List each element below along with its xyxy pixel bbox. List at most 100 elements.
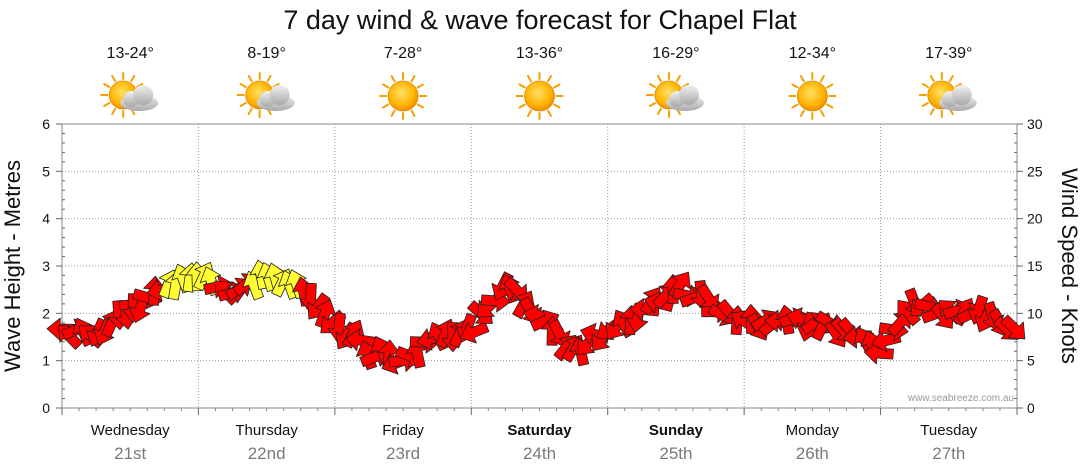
left-tick-label: 0 — [42, 400, 50, 416]
sun-ray — [929, 107, 935, 116]
sun-ray — [136, 83, 144, 88]
right-axis-label: Wind Speed - Knots — [1057, 168, 1080, 364]
temperature-range: 12-34° — [789, 45, 836, 62]
right-tick-label: 25 — [1027, 163, 1043, 179]
partly-cloudy-icon — [236, 72, 295, 118]
right-tick-label: 0 — [1027, 400, 1035, 416]
day-name-label: Thursday — [235, 422, 298, 439]
sun-ray — [553, 83, 561, 89]
sun-ray — [675, 74, 681, 83]
sun-ray — [547, 75, 552, 83]
sun-disc — [524, 80, 555, 112]
right-tick-label: 20 — [1027, 211, 1043, 227]
sun-ray — [648, 83, 657, 88]
sun-ray — [547, 109, 552, 117]
sun-ray — [416, 103, 424, 109]
temperature-range: 7-28° — [384, 45, 422, 62]
date-label: 25th — [659, 444, 692, 463]
sunny-icon — [515, 72, 564, 120]
sun-ray — [791, 83, 799, 89]
sun-ray — [111, 74, 117, 83]
left-tick-label: 2 — [42, 305, 50, 321]
sunny-icon — [788, 72, 837, 120]
sun-ray — [266, 74, 272, 83]
sun-ray — [239, 102, 247, 107]
sun-ray — [681, 83, 689, 88]
partly-cloudy-icon — [100, 72, 159, 118]
cloud-puff — [678, 85, 699, 105]
sun-ray — [111, 107, 117, 116]
sun-ray — [130, 74, 136, 83]
day-name-label: Monday — [786, 422, 840, 439]
date-label: 21st — [114, 444, 146, 463]
sun-ray — [819, 75, 825, 83]
sun-ray — [103, 102, 111, 107]
sun-ray — [390, 109, 396, 117]
date-label: 24th — [523, 444, 556, 463]
wind-arrows — [46, 259, 1026, 375]
sun-ray — [648, 102, 657, 107]
axes: 0 1 2 3 4 5 6 0 5 10 15 20 25 30 — [42, 116, 1043, 416]
sun-ray — [410, 75, 416, 83]
sun-ray — [921, 83, 929, 88]
sunny-icon — [379, 72, 428, 120]
right-tick-label: 30 — [1027, 116, 1043, 132]
temperature-range: 13-36° — [516, 45, 563, 62]
sun-disc — [387, 80, 419, 112]
date-label: 26th — [796, 444, 829, 463]
sun-ray — [247, 74, 253, 83]
sun-ray — [656, 74, 662, 83]
sun-ray — [239, 83, 247, 88]
sun-ray — [921, 102, 929, 107]
cloud-puff — [269, 85, 290, 105]
wind-arrow — [863, 341, 894, 365]
day-name-label: Saturday — [507, 422, 572, 439]
date-label: 23rd — [386, 444, 420, 463]
forecast-header: 13-24° 8-19° 7-28° 13-36° 16-29° 12-34° 17-39° — [100, 45, 977, 120]
sun-ray — [527, 75, 532, 83]
sun-ray — [819, 109, 825, 117]
sun-ray — [382, 83, 390, 89]
right-tick-label: 15 — [1027, 258, 1043, 274]
sun-ray — [799, 109, 805, 117]
temperature-range: 16-29° — [652, 45, 699, 62]
sun-ray — [656, 107, 662, 116]
left-tick-label: 6 — [42, 116, 50, 132]
sun-ray — [103, 83, 111, 88]
partly-cloudy-icon — [918, 72, 977, 118]
day-name-label: Sunday — [649, 422, 704, 439]
temperature-range: 17-39° — [925, 45, 972, 62]
sun-ray — [518, 103, 526, 109]
sun-ray — [527, 109, 532, 117]
sun-ray — [272, 83, 280, 88]
left-tick-label: 3 — [42, 258, 50, 274]
sun-ray — [382, 103, 390, 109]
sun-ray — [929, 74, 935, 83]
sun-ray — [390, 75, 396, 83]
cloud-puff — [133, 85, 154, 105]
watermark: www.seabreeze.com.au — [907, 393, 1014, 404]
right-tick-label: 10 — [1027, 305, 1043, 321]
day-name-label: Friday — [382, 422, 424, 439]
left-tick-label: 4 — [42, 211, 50, 227]
cloud-puff — [951, 85, 972, 105]
sun-ray — [553, 103, 561, 109]
sun-ray — [799, 75, 805, 83]
sun-ray — [954, 83, 962, 88]
sun-ray — [247, 107, 253, 116]
chart-title: 7 day wind & wave forecast for Chapel Fl… — [283, 5, 797, 35]
left-tick-label: 1 — [42, 353, 50, 369]
sun-ray — [518, 83, 526, 89]
left-tick-label: 5 — [42, 163, 50, 179]
sun-ray — [791, 103, 799, 109]
day-labels: Wednesday 21st Thursday 22nd Friday 23rd Satur… — [91, 422, 978, 463]
sun-ray — [948, 74, 954, 83]
wind-arrow — [1000, 314, 1026, 340]
sun-ray — [826, 103, 834, 109]
temperature-range: 8-19° — [247, 45, 285, 62]
right-tick-label: 5 — [1027, 353, 1035, 369]
day-name-label: Tuesday — [920, 422, 977, 439]
sun-ray — [410, 109, 416, 117]
